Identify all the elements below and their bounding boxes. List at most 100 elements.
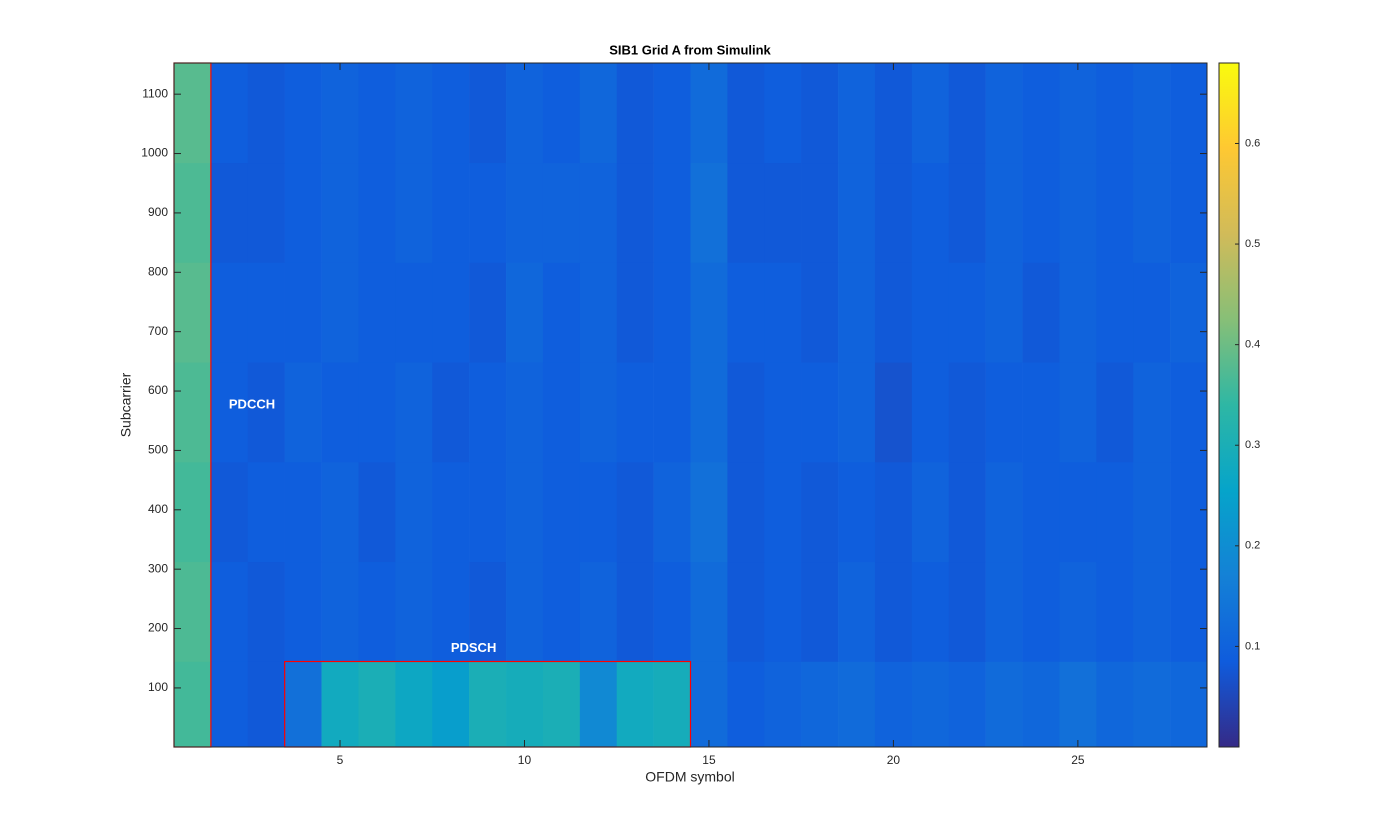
overlay: PDCCH PDSCH 5 10 15 20 25 100 200 300 400 500 600 700… <box>141 62 1260 767</box>
heatmap-cell <box>653 63 691 164</box>
heatmap-cell <box>395 63 433 164</box>
heatmap-cell <box>1022 561 1060 662</box>
y-tick-label: 1100 <box>142 86 168 100</box>
heatmap-cell <box>469 262 507 363</box>
heatmap-cell <box>1096 661 1134 748</box>
heatmap-cell <box>1059 162 1097 263</box>
heatmap-cell <box>948 462 986 563</box>
heatmap-cell <box>321 162 359 263</box>
heatmap-cell <box>727 162 765 263</box>
heatmap-cell <box>284 362 322 463</box>
heatmap-cell <box>395 661 433 748</box>
heatmap-cell <box>542 162 581 263</box>
heatmap-cell <box>801 561 839 662</box>
heatmap-cell <box>874 362 913 463</box>
y-tick-label: 700 <box>148 324 168 338</box>
heatmap-cell <box>911 362 950 463</box>
heatmap-cell <box>1133 661 1171 748</box>
heatmap-cell <box>174 63 212 164</box>
heatmap-cell <box>1133 561 1171 662</box>
heatmap-cell <box>1133 63 1171 164</box>
heatmap-cell <box>911 462 950 563</box>
heatmap-cell <box>542 462 581 563</box>
heatmap-cell <box>1096 362 1134 463</box>
heatmap-cell <box>985 362 1023 463</box>
heatmap-cell <box>284 462 322 563</box>
heatmap-cell <box>838 362 876 463</box>
heatmap-cell <box>321 661 359 748</box>
heatmap-cell <box>1170 561 1208 662</box>
heatmap-cell <box>174 661 212 748</box>
heatmap-cell <box>284 561 322 662</box>
y-tick-label: 500 <box>148 443 168 457</box>
colorbar-tick-label: 0.1 <box>1245 640 1260 652</box>
heatmap-cell <box>801 462 839 563</box>
heatmap-cell <box>690 362 728 463</box>
heatmap-cell <box>358 462 396 563</box>
heatmap-cell <box>174 362 212 463</box>
y-tick-label: 300 <box>148 561 168 575</box>
heatmap-cell <box>395 162 433 263</box>
heatmap-cell <box>985 661 1023 748</box>
heatmap-cell <box>838 262 876 363</box>
heatmap-cell <box>616 661 654 748</box>
heatmap-cell <box>1059 462 1097 563</box>
heatmap-cell <box>1022 262 1060 363</box>
heatmap-cell <box>395 561 433 662</box>
colorbar-tick-label: 0.6 <box>1245 137 1260 149</box>
heatmap-cell <box>985 462 1023 563</box>
heatmap-cell <box>1133 162 1171 263</box>
heatmap-cell <box>653 561 691 662</box>
heatmap-cell <box>616 63 654 164</box>
heatmap-cell <box>1170 362 1208 463</box>
heatmap-cell <box>653 162 691 263</box>
heatmap-cell <box>1096 462 1134 563</box>
x-tick-label: 10 <box>518 753 532 767</box>
heatmap-cell <box>1022 63 1060 164</box>
heatmap-cell <box>174 561 212 662</box>
heatmap-cell <box>727 661 765 748</box>
heatmap-cell <box>432 162 470 263</box>
heatmap-cell <box>469 561 507 662</box>
heatmap-cell <box>247 661 285 748</box>
heatmap-cell <box>358 262 396 363</box>
heatmap-cell <box>1133 462 1171 563</box>
heatmap-cell <box>727 362 765 463</box>
heatmap-cell <box>1022 362 1060 463</box>
heatmap-cell <box>432 462 470 563</box>
heatmap-cell <box>727 262 765 363</box>
heatmap-cell <box>432 63 470 164</box>
heatmap-cell <box>690 162 728 263</box>
x-tick-label: 15 <box>702 753 716 767</box>
heatmap-cell <box>506 661 544 748</box>
heatmap-cell <box>321 63 359 164</box>
heatmap-cell <box>911 162 950 263</box>
heatmap-cell <box>542 262 581 363</box>
heatmap-cell <box>432 262 470 363</box>
heatmap-cell <box>1059 661 1097 748</box>
heatmap-cell <box>653 661 691 748</box>
heatmap-cell <box>321 561 359 662</box>
heatmap-cell <box>838 561 876 662</box>
heatmap-cell <box>542 362 581 463</box>
heatmap-cell <box>210 362 249 463</box>
heatmap-cell <box>911 262 950 363</box>
heatmap-cell <box>948 262 986 363</box>
heatmap-cell <box>764 661 802 748</box>
heatmap-cell <box>247 63 285 164</box>
region-label: PDCCH <box>229 396 275 411</box>
heatmap-cell <box>948 63 986 164</box>
heatmap-cell <box>1133 362 1171 463</box>
x-tick-label: 5 <box>337 753 344 767</box>
heatmap-cell <box>1096 262 1134 363</box>
y-tick-label: 800 <box>148 264 168 278</box>
heatmap-cell <box>506 162 544 263</box>
heatmap-cell <box>948 561 986 662</box>
heatmap-cell <box>690 661 728 748</box>
heatmap-cell <box>174 262 212 363</box>
heatmap-cell <box>469 362 507 463</box>
heatmap-cell <box>948 362 986 463</box>
heatmap-cell <box>432 362 470 463</box>
heatmap-cell <box>985 63 1023 164</box>
heatmap-cell <box>358 162 396 263</box>
